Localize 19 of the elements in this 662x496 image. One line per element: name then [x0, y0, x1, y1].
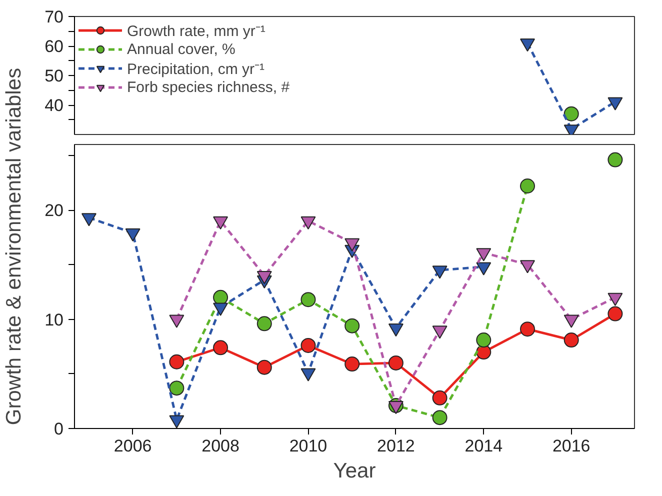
x-tick-label: 2008 [202, 436, 240, 456]
legend-label: Annual cover, % [127, 40, 236, 58]
x-tick-label: 2014 [464, 436, 503, 456]
y-tick-label: 50 [44, 66, 64, 86]
y-tick-label: 20 [44, 201, 64, 220]
legend-label: Forb species richness, # [127, 78, 290, 96]
x-tick-label: 2006 [114, 436, 152, 456]
y-tick-label: 60 [44, 37, 64, 56]
y-tick-label: 70 [44, 8, 64, 26]
y-tick-label: 0 [54, 420, 64, 438]
x-tick-label: 2016 [552, 436, 590, 456]
x-tick-label: 2010 [289, 436, 328, 456]
x-tick-label: 2012 [377, 436, 415, 456]
legend-label: Precipitation, cm yr⁻¹ [127, 60, 265, 78]
y-axis-title: Growth rate & environmental variables [2, 68, 26, 426]
x-axis-title: Year [333, 460, 376, 482]
legend-label: Growth rate, mm yr⁻¹ [127, 22, 266, 40]
y-tick-label: 40 [44, 96, 64, 115]
y-tick-label: 10 [44, 310, 64, 330]
